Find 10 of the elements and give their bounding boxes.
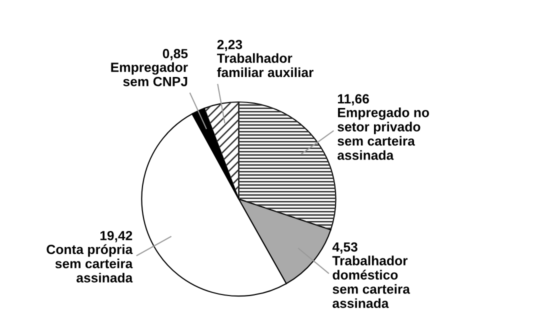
slice-label: Empregador sem CNPJ [111, 62, 188, 86]
data-label: 19,42 [100, 230, 132, 242]
slice-label: Empregado no setor privado sem carteira assinada [338, 108, 430, 160]
slice-label: Trabalhador familiar auxiliar [217, 53, 314, 78]
data-label: 2,23 [217, 40, 242, 52]
data-label: 0,85 [162, 48, 188, 60]
data-label: 4,53 [332, 242, 358, 254]
slice-label: Conta própria sem carteira assinada [46, 244, 133, 283]
slice-label: Trabalhador doméstico sem carteira assinada [332, 256, 410, 308]
data-label: 11,66 [338, 94, 369, 106]
